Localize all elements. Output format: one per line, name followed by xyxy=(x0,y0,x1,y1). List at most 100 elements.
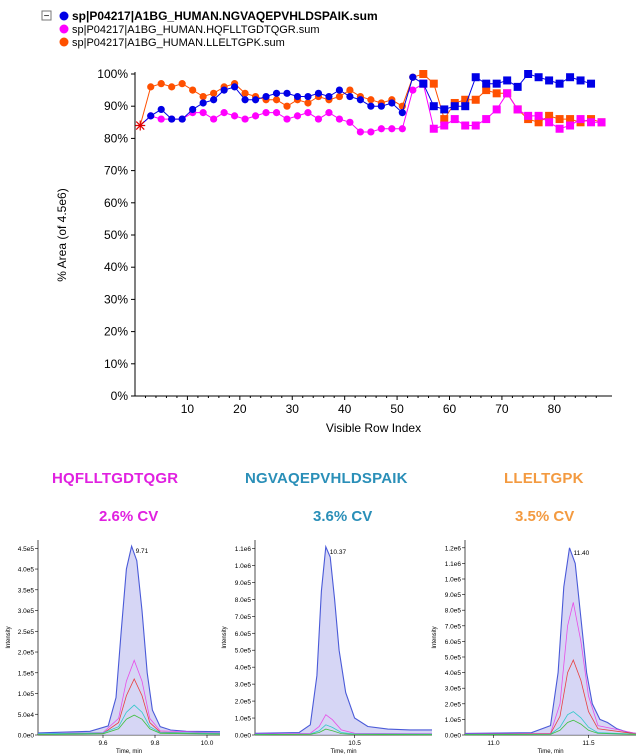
data-point xyxy=(367,128,375,136)
data-point xyxy=(566,121,575,130)
data-point xyxy=(429,79,438,88)
y-tick-label: 20% xyxy=(104,325,128,339)
data-point xyxy=(293,112,302,120)
series-line xyxy=(139,73,592,126)
data-point xyxy=(189,105,197,114)
chrom-trace xyxy=(464,547,637,734)
data-point xyxy=(346,118,354,126)
data-point xyxy=(272,89,281,97)
chrom-y-tick-label: 1.0e6 xyxy=(445,577,462,584)
data-point xyxy=(461,121,470,130)
data-point xyxy=(272,96,281,104)
chrom-y-tick-label: 1.1e6 xyxy=(235,546,252,553)
y-tick-label: 100% xyxy=(97,67,128,81)
chrom-y-tick-label: 1.0e5 xyxy=(18,691,35,698)
chrom-trace xyxy=(464,719,637,736)
data-point xyxy=(566,115,575,124)
data-point xyxy=(377,102,385,110)
data-point xyxy=(168,83,176,91)
chrom-trace xyxy=(464,602,637,735)
x-tick-label: 80 xyxy=(548,402,562,416)
data-point xyxy=(566,73,575,82)
data-point xyxy=(471,95,480,104)
data-point xyxy=(587,118,596,127)
chrom-y-tick-label: 4.5e5 xyxy=(18,546,35,553)
data-point xyxy=(272,109,281,117)
data-point xyxy=(597,118,606,127)
data-point xyxy=(325,92,333,101)
data-point xyxy=(157,115,165,123)
first-point-asterisk xyxy=(135,120,146,131)
data-point xyxy=(534,73,543,82)
data-point xyxy=(482,115,491,124)
data-point xyxy=(576,115,585,124)
data-point xyxy=(398,109,406,117)
data-point xyxy=(283,102,291,110)
data-point xyxy=(534,111,543,120)
data-point xyxy=(492,89,501,98)
chrom-trace xyxy=(37,714,221,735)
data-point xyxy=(346,86,354,94)
data-point xyxy=(513,82,522,91)
chrom-x-axis-title: Time, min xyxy=(116,749,142,755)
chrom-peak-fill xyxy=(465,547,636,735)
y-tick-label: 40% xyxy=(104,260,128,274)
data-point xyxy=(419,70,428,78)
chrom-y-tick-label: 5.0e5 xyxy=(235,648,252,655)
data-point xyxy=(492,105,501,114)
data-point xyxy=(524,111,533,120)
chrom-y-tick-label: 8.0e5 xyxy=(445,608,462,615)
data-point xyxy=(461,102,470,111)
chrom-x-tick-label: 11.0 xyxy=(487,740,500,747)
chrom-peak-label: 9.71 xyxy=(136,548,149,555)
chrom-y-tick-label: 2.0e5 xyxy=(18,650,35,657)
chrom-x-tick-label: 10.0 xyxy=(201,740,214,747)
y-tick-label: 80% xyxy=(104,131,128,145)
data-point xyxy=(199,109,207,117)
chrom-y-tick-label: 1.0e5 xyxy=(445,717,462,724)
chrom-y-axis-title: Intensity xyxy=(222,626,228,648)
data-point xyxy=(314,89,323,97)
data-point xyxy=(367,96,375,104)
data-point xyxy=(210,96,218,104)
data-point xyxy=(251,96,260,104)
y-tick-label: 30% xyxy=(104,292,128,306)
data-point xyxy=(168,115,176,123)
data-point xyxy=(545,76,554,85)
data-point xyxy=(377,125,385,133)
data-point xyxy=(367,102,375,110)
chrom-y-tick-label: 7.0e5 xyxy=(445,623,462,630)
data-point xyxy=(335,92,344,101)
area-percent-chart: 0% 10% 20% 30% 40% 50% 60% 70% 80% 90% 100% 10 20 30 4… xyxy=(41,9,612,435)
chrom-trace xyxy=(464,711,637,735)
chrom-trace xyxy=(254,728,433,736)
chrom-x-tick-label: 10.5 xyxy=(348,740,361,747)
panel-cv-hqfll: 2.6% CV xyxy=(99,508,159,525)
data-point xyxy=(199,92,207,101)
data-point xyxy=(178,115,186,123)
chrom-y-tick-label: 3.5e5 xyxy=(18,587,35,594)
data-point xyxy=(555,79,564,88)
y-tick-label: 60% xyxy=(104,196,128,210)
data-point xyxy=(471,121,480,130)
legend-marker xyxy=(59,11,69,21)
data-point xyxy=(429,102,438,111)
data-point xyxy=(262,109,270,117)
data-point xyxy=(388,99,396,107)
legend-toggle xyxy=(41,10,52,21)
chrom-y-tick-label: 3.0e5 xyxy=(18,608,35,615)
chrom-y-tick-label: 5.0e5 xyxy=(445,655,462,662)
chrom-y-tick-label: 4.0e5 xyxy=(235,665,252,672)
data-point xyxy=(230,83,239,91)
data-point xyxy=(534,118,543,127)
data-point xyxy=(450,115,459,124)
x-tick-label: 20 xyxy=(233,402,247,416)
legend-entry-label: sp|P04217|A1BG_HUMAN.HQFLLTGDTQGR.sum xyxy=(72,24,320,36)
chrom-y-tick-label: 9.0e5 xyxy=(445,592,462,599)
x-axis-title: Visible Row Index xyxy=(326,421,421,435)
data-point xyxy=(304,99,312,107)
chrom-y-tick-label: 1.5e5 xyxy=(18,670,35,677)
data-point xyxy=(440,105,449,114)
chrom-y-tick-label: 5.0e4 xyxy=(18,712,35,719)
